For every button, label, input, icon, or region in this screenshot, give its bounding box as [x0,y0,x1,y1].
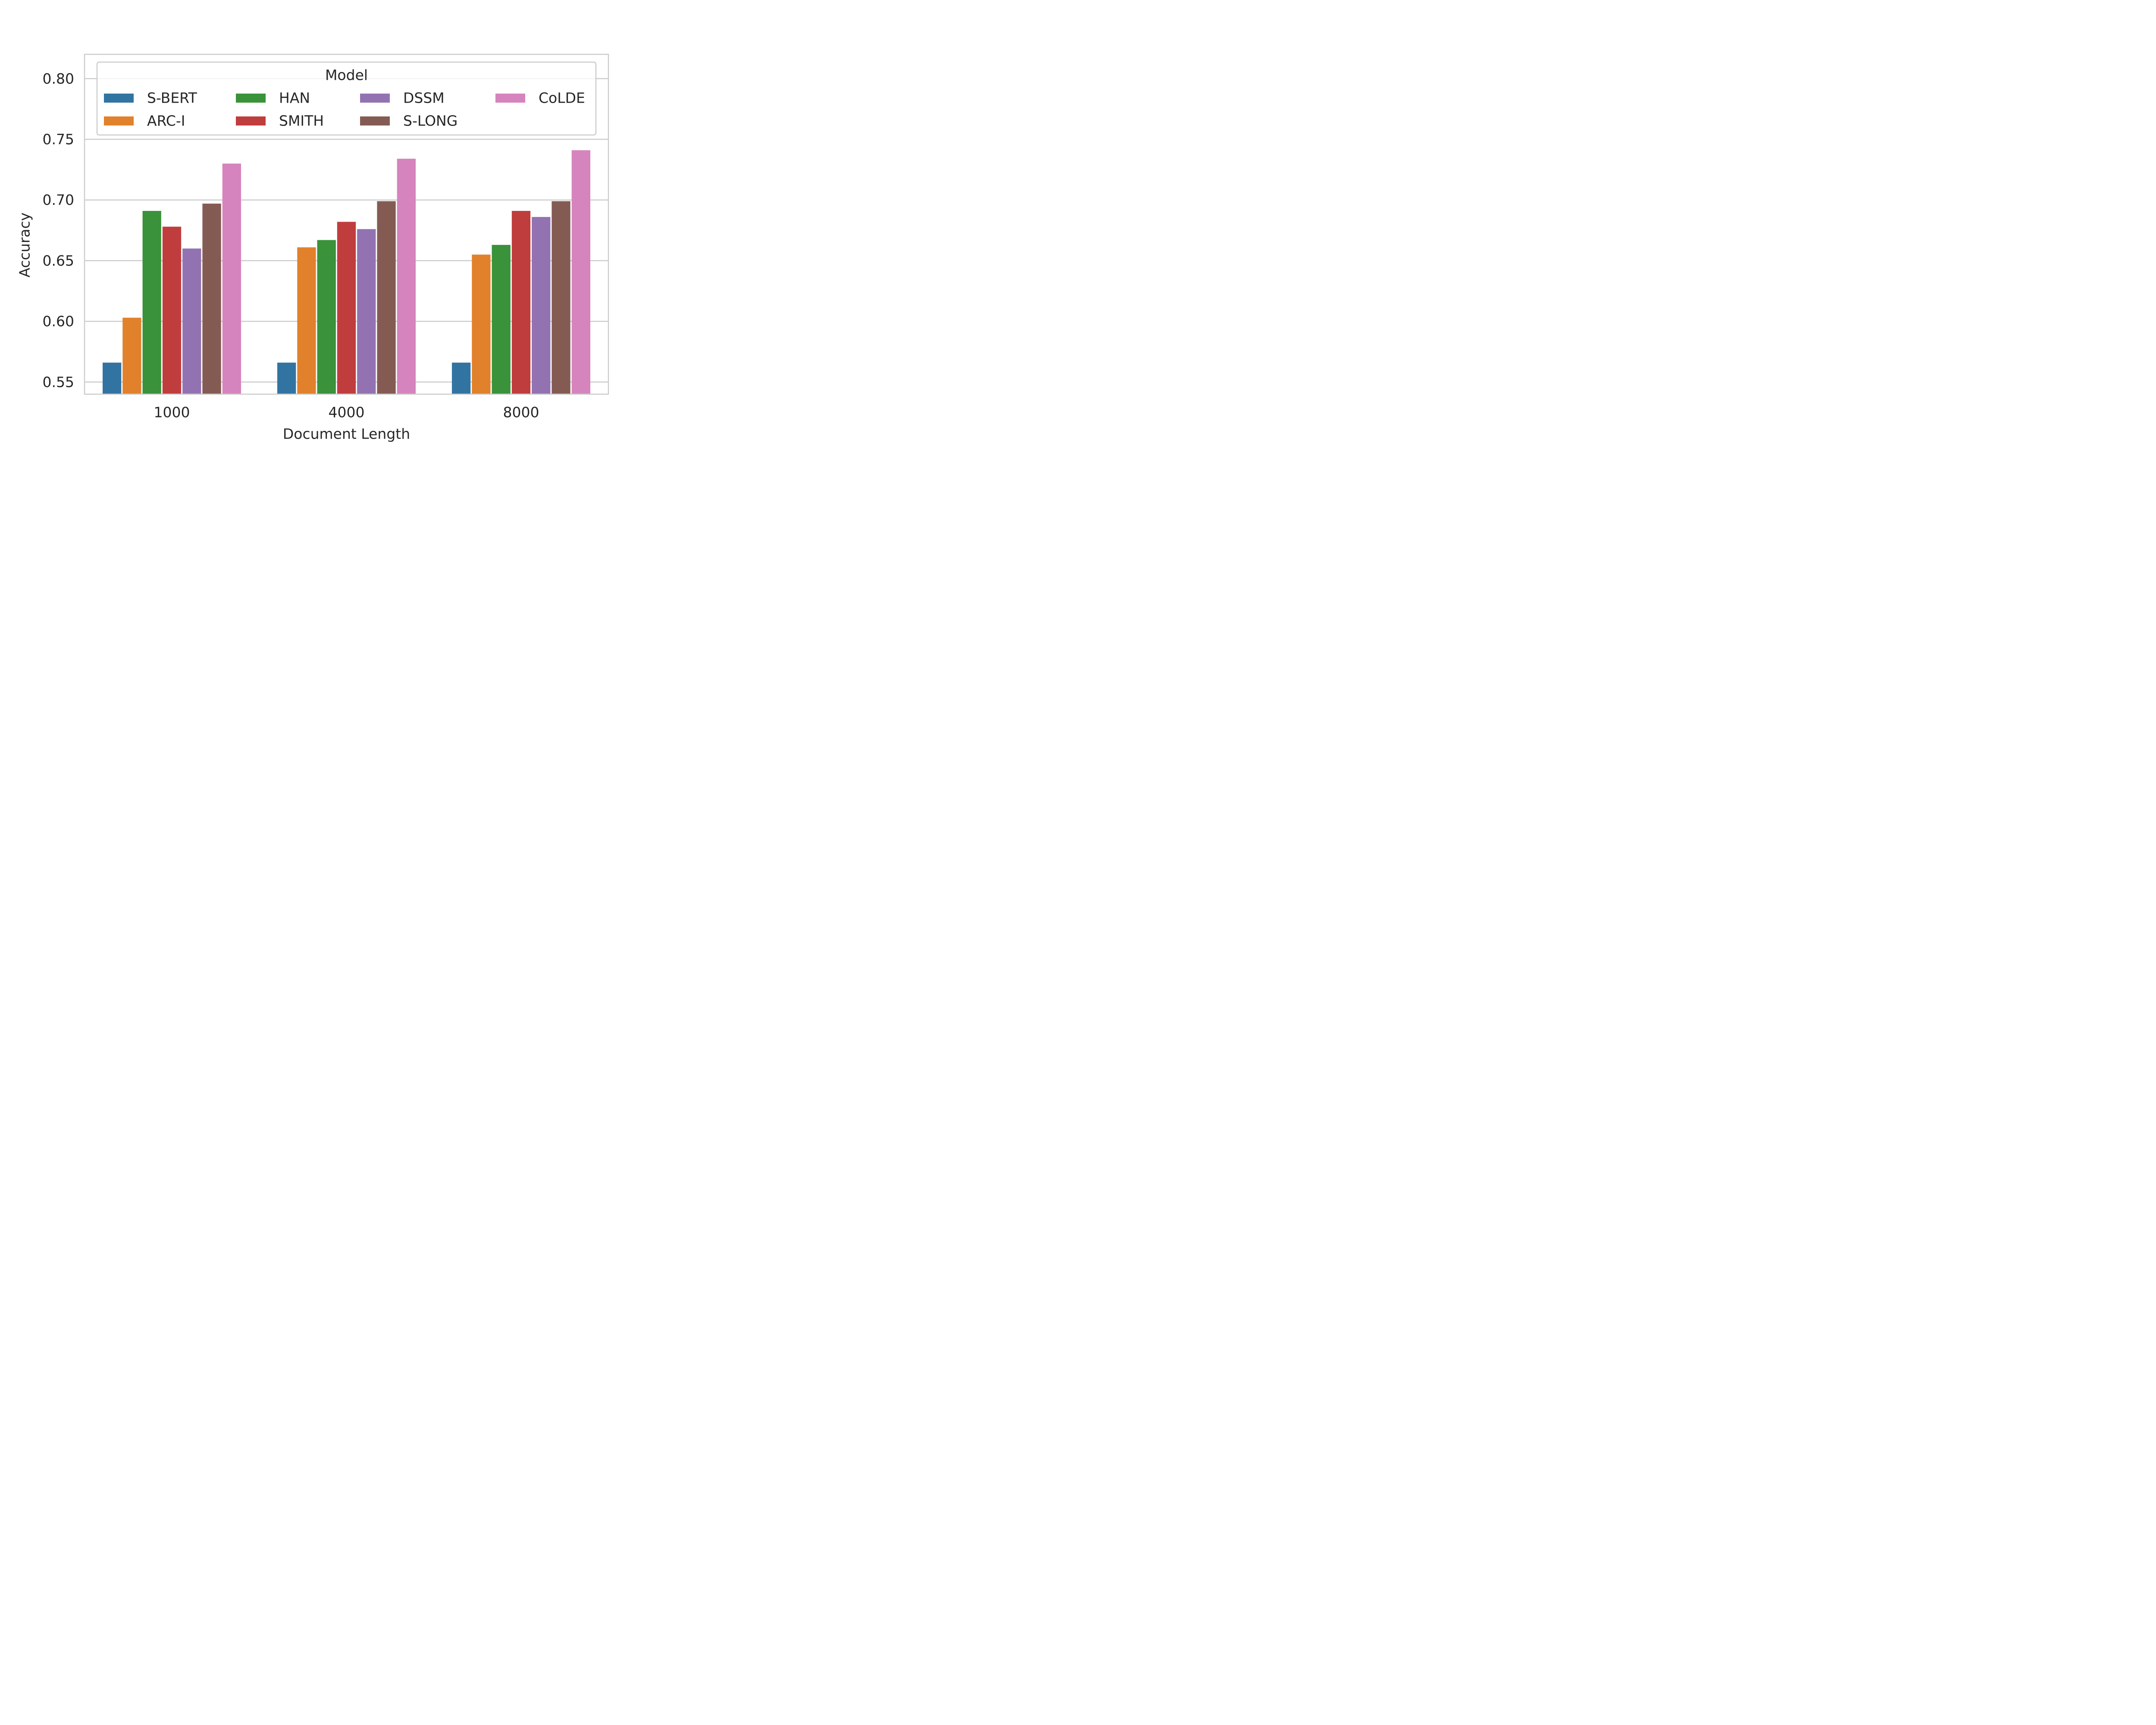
bar-dssm-4000 [357,229,376,394]
legend-label-smith: SMITH [279,113,324,129]
bar-s-long-1000 [202,204,221,394]
legend-label-s-bert: S-BERT [147,90,197,107]
bar-arc-i-4000 [297,247,316,394]
bar-colde-1000 [222,163,241,394]
bar-chart: 0.55 0.60 0.65 0.70 0.75 0.80 1000 4000 8000 Do… [0,0,667,454]
bar-dssm-1000 [182,248,201,394]
bar-dssm-8000 [532,217,551,394]
y-tick-label: 0.60 [43,313,74,330]
legend-swatch-smith [236,116,266,125]
bar-s-bert-1000 [103,362,122,394]
legend-swatch-s-long [360,116,390,125]
bar-s-long-4000 [377,201,396,394]
x-tick-labels: 1000 4000 8000 [154,404,539,421]
bar-s-bert-4000 [277,362,296,394]
bar-arc-i-8000 [472,254,491,394]
y-tick-label: 0.80 [43,70,74,87]
y-tick-label: 0.65 [43,252,74,269]
y-tick-label: 0.70 [43,191,74,208]
legend-title: Model [325,67,368,84]
y-tick-label: 0.75 [43,131,74,148]
bar-smith-4000 [337,222,356,394]
x-tick-label: 8000 [503,404,539,421]
bar-han-1000 [142,211,161,394]
bar-smith-1000 [162,226,182,394]
y-tick-labels: 0.55 0.60 0.65 0.70 0.75 0.80 [43,70,74,391]
bar-colde-4000 [397,159,416,394]
legend-swatch-dssm [360,94,390,103]
legend-label-colde: CoLDE [539,90,585,107]
bar-arc-i-1000 [122,317,141,394]
x-axis-title: Document Length [283,426,410,442]
y-tick-label: 0.55 [43,373,74,390]
plot-frame [84,53,609,395]
legend-items: S-BERT ARC-I HAN SMITH DSSM S-LONG CoLDE [104,90,585,129]
x-tick-label: 1000 [154,404,190,421]
legend-label-dssm: DSSM [403,90,445,107]
legend-label-arc-i: ARC-I [147,113,185,129]
legend-swatch-arc-i [104,116,134,125]
bar-smith-8000 [511,211,531,394]
bars [103,150,590,394]
y-axis-title: Accuracy [16,213,33,278]
legend-label-s-long: S-LONG [403,113,458,129]
bar-han-8000 [492,245,511,394]
bar-s-long-8000 [552,201,570,394]
legend-swatch-han [236,94,266,103]
legend-swatch-s-bert [104,94,134,103]
bar-colde-8000 [571,150,590,394]
bar-s-bert-8000 [452,362,471,394]
bar-han-4000 [317,240,336,394]
legend-swatch-colde [495,94,525,103]
x-tick-label: 4000 [329,404,365,421]
legend-label-han: HAN [279,90,310,107]
legend-box [96,61,597,136]
legend: Model S-BERT ARC-I HAN SMITH DSSM S-LONG CoLDE [96,61,597,136]
